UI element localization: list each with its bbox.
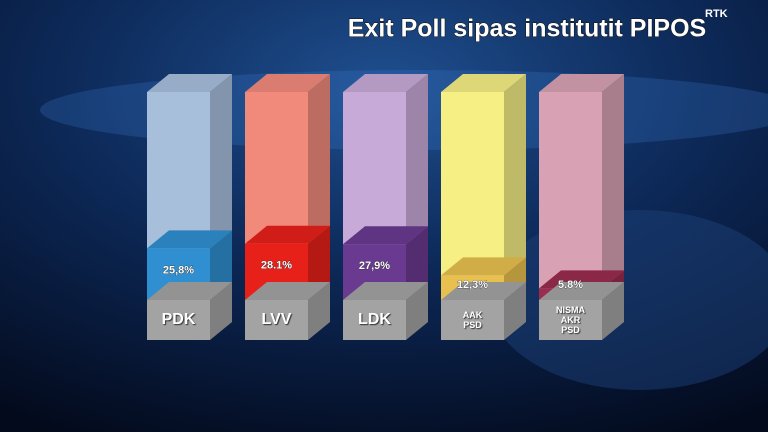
chart-title: Exit Poll sipas institutit PIPOS (348, 15, 706, 43)
track-top (441, 74, 526, 92)
category-label: PDK (161, 311, 196, 328)
bar-top (245, 225, 330, 244)
label-box-top (245, 282, 330, 300)
track (539, 92, 602, 300)
label-box-top (343, 282, 428, 300)
bar-top (441, 257, 526, 276)
label-box (539, 300, 602, 340)
track-top (343, 74, 428, 92)
bar-top (343, 226, 428, 245)
label-box (343, 300, 406, 340)
channel-logo: RTK (705, 8, 728, 20)
category-label: LDK (358, 311, 391, 328)
track-top (147, 74, 232, 92)
track-top (539, 74, 624, 92)
bar-top (147, 230, 232, 249)
category-label: LVV (261, 311, 292, 328)
label-box-side (406, 282, 428, 340)
value-label: 12,3% (457, 279, 488, 291)
label-box (147, 300, 210, 340)
label-box-top (441, 282, 526, 300)
track-side (602, 74, 624, 300)
value-label: 27,9% (359, 260, 390, 272)
value-label: 28.1% (261, 260, 292, 272)
label-box-top (539, 282, 624, 300)
label-box-side (308, 282, 330, 340)
label-box-top (147, 282, 232, 300)
bar-side (406, 226, 428, 300)
category-label: AAK PSD (462, 310, 483, 330)
bar-side (308, 225, 330, 300)
value-label: 5.8% (558, 279, 583, 291)
category-label: NISMA AKR PSD (556, 305, 585, 335)
label-box (441, 300, 504, 340)
value-label: 25,8% (163, 264, 194, 276)
track-top (245, 74, 330, 92)
label-box (245, 300, 308, 340)
label-box-side (602, 282, 624, 340)
label-box-side (210, 282, 232, 340)
label-box-side (504, 282, 526, 340)
track-side (504, 74, 526, 300)
